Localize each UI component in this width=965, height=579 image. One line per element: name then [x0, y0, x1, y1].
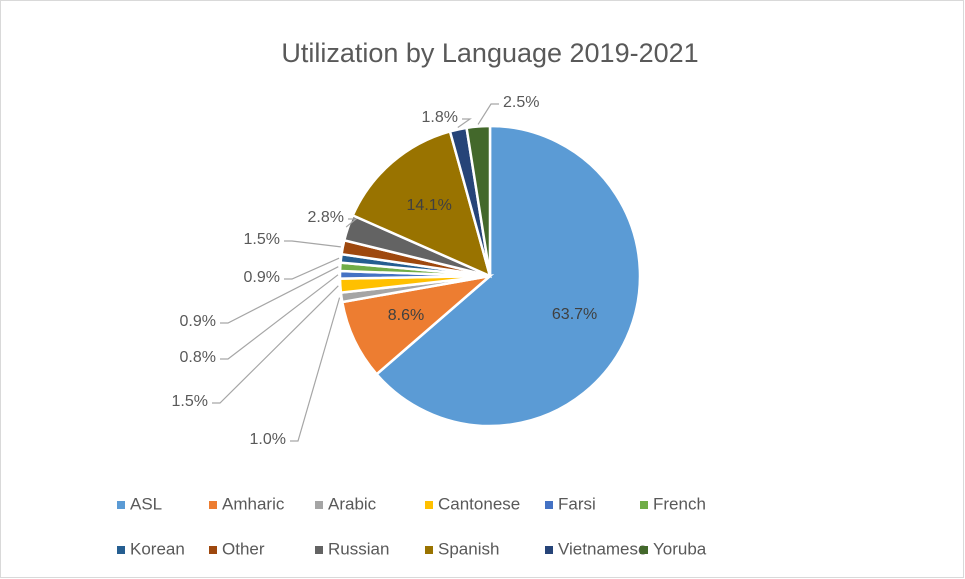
legend-label: Farsi — [558, 494, 596, 513]
legend-swatch — [640, 501, 648, 509]
data-label: 1.8% — [422, 109, 458, 126]
data-label: 2.5% — [503, 94, 539, 111]
data-label: 0.8% — [180, 349, 216, 366]
data-label: 14.1% — [407, 197, 452, 214]
pie-slice — [465, 124, 492, 277]
legend-swatch — [209, 546, 217, 554]
legend-swatch — [117, 501, 125, 509]
legend-swatch — [545, 501, 553, 509]
legend-label: French — [653, 494, 706, 513]
data-label: 0.9% — [244, 269, 280, 286]
legend-swatch — [117, 546, 125, 554]
legend-label: Cantonese — [438, 494, 520, 513]
legend-label: Arabic — [328, 494, 377, 513]
data-label: 1.5% — [172, 393, 208, 410]
data-label: 1.5% — [244, 231, 280, 248]
leader-line — [457, 118, 472, 128]
data-label: 63.7% — [552, 306, 597, 323]
legend-label: Amharic — [222, 494, 285, 513]
data-label: 8.6% — [388, 307, 424, 324]
pie-slice — [374, 124, 642, 428]
leader-line — [220, 274, 339, 360]
legend-label: Spanish — [438, 539, 499, 558]
legend-label: Russian — [328, 539, 389, 558]
legend-swatch — [315, 546, 323, 554]
legend-label: Yoruba — [653, 539, 707, 558]
legend-swatch — [640, 546, 648, 554]
legend-label: Korean — [130, 539, 185, 558]
leader-line — [284, 257, 340, 280]
legend-swatch — [209, 501, 217, 509]
legend-swatch — [545, 546, 553, 554]
chart-title: Utilization by Language 2019-2021 — [281, 38, 698, 68]
legend-label: Other — [222, 539, 265, 558]
pie-slice — [351, 129, 492, 279]
data-label: 1.0% — [250, 431, 286, 448]
legend-swatch — [425, 501, 433, 509]
data-label: 0.9% — [180, 313, 216, 330]
leader-line — [212, 285, 339, 404]
legend-swatch — [315, 501, 323, 509]
leader-line — [290, 297, 341, 442]
leader-line — [477, 103, 499, 125]
legend-label: ASL — [130, 494, 162, 513]
leader-line — [220, 266, 339, 324]
legend-label: Vietnamese — [558, 539, 647, 558]
leader-line — [284, 240, 341, 248]
leader-line — [345, 218, 358, 228]
data-label: 2.8% — [308, 209, 344, 226]
legend-swatch — [425, 546, 433, 554]
